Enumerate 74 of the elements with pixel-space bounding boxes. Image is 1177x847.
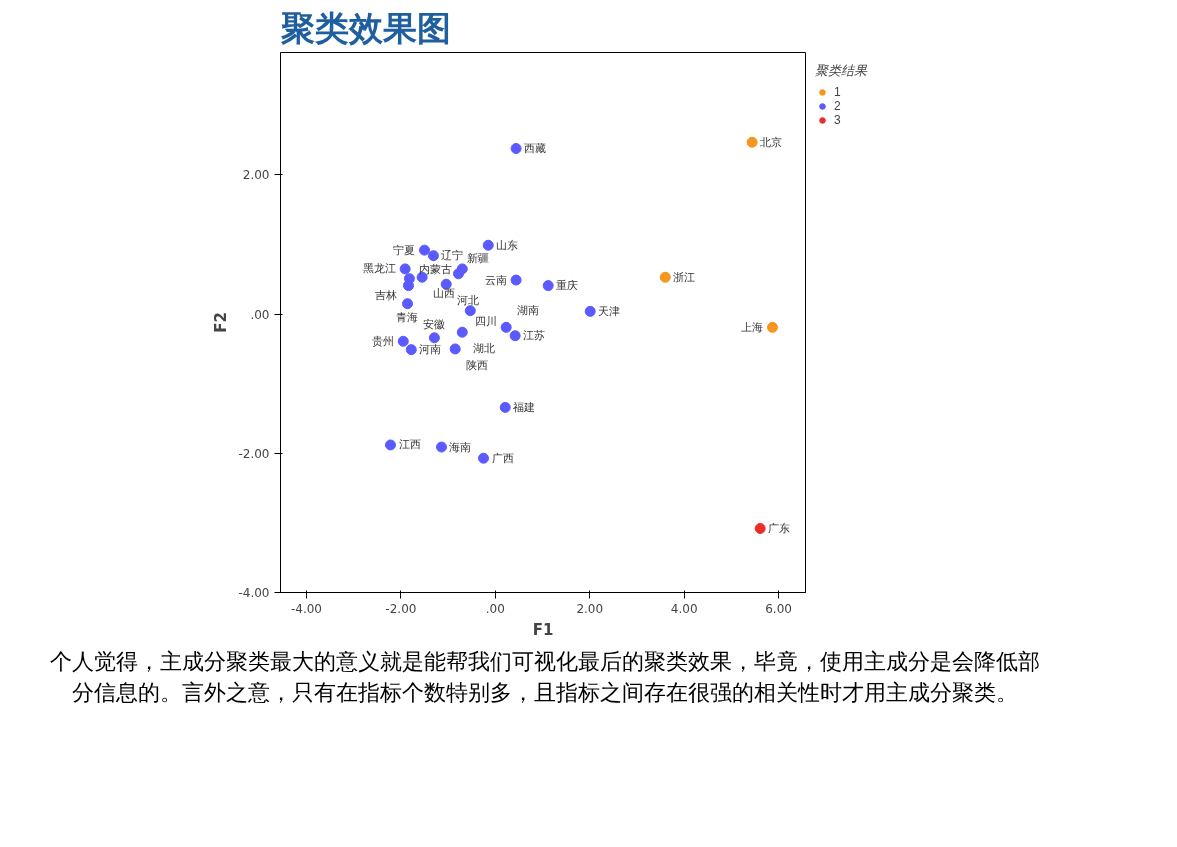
y-tick-label: -2.00 <box>238 446 270 461</box>
annotation: 新疆 <box>467 251 490 265</box>
point <box>766 321 778 333</box>
point <box>449 343 461 355</box>
annotation: 福建 <box>513 400 536 414</box>
point <box>509 330 521 342</box>
annotation: 广东 <box>768 521 791 535</box>
point <box>419 244 430 256</box>
text: 个人觉得，主成分聚类最大的意义就是能帮我们可视化最后的聚类效果，毕竟，使用主成分是会降低部分信息的。言外之意，只有在指标个数特别多，且指标之间存在很强的相关性时才用主成分聚类。 <box>49 648 1041 708</box>
point <box>452 268 464 280</box>
point <box>754 522 766 534</box>
annotation: 贵州 <box>372 334 395 348</box>
legend-title: 聚类结果 <box>815 62 867 80</box>
legend-label: 1 <box>834 85 842 99</box>
annotation: 山东 <box>496 238 519 252</box>
point <box>499 401 511 413</box>
annotation: 西藏 <box>524 142 547 156</box>
annotation: 黑龙江 <box>362 262 396 276</box>
point <box>402 298 413 310</box>
point <box>464 305 476 317</box>
point <box>435 441 447 453</box>
annotation: 辽宁 <box>441 249 464 263</box>
annotation: 宁夏 <box>393 243 416 257</box>
annotation: 北京 <box>760 135 783 149</box>
annotation: 吉林 <box>375 288 398 302</box>
point <box>399 263 411 275</box>
annotation: 广西 <box>491 451 514 465</box>
annotation: 海南 <box>449 440 472 454</box>
point <box>510 143 522 155</box>
point <box>385 439 396 451</box>
point <box>500 321 512 333</box>
annotation: 重庆 <box>556 279 579 293</box>
annotation: 青海 <box>396 310 418 324</box>
annotation: 天津 <box>598 304 621 318</box>
point <box>482 239 494 251</box>
y-tick-label: .00 <box>250 307 270 322</box>
point <box>478 452 490 464</box>
annotation: 四川 <box>475 314 498 328</box>
annotation: 湖北 <box>473 342 496 356</box>
annotation: 安徽 <box>422 317 445 331</box>
annotation: 江苏 <box>523 329 546 343</box>
annotation: 湖南 <box>517 304 540 318</box>
x-tick-label: 4.00 <box>670 601 698 616</box>
annotation: 内蒙古 <box>419 262 453 276</box>
annotation: 河北 <box>457 294 480 308</box>
point <box>456 326 468 338</box>
x-axis-title: F1 <box>532 620 554 639</box>
point <box>510 274 522 286</box>
annotation: 江西 <box>398 438 421 452</box>
point <box>746 136 758 148</box>
chart-title: 聚类效果图 <box>280 7 451 48</box>
annotation: 山西 <box>433 287 456 301</box>
legend-label: 2 <box>834 99 842 113</box>
y-axis-title: F2 <box>212 312 231 333</box>
x-tick-label: -4.00 <box>290 601 322 616</box>
annotation: 云南 <box>485 273 508 287</box>
point <box>659 271 671 283</box>
legend-label: 3 <box>834 113 842 127</box>
x-tick-label: 6.00 <box>765 601 792 616</box>
y-tick-label: 2.00 <box>242 168 270 183</box>
point <box>542 280 554 292</box>
annotation: 陕西 <box>466 358 489 372</box>
x-tick-label: .00 <box>485 601 505 616</box>
point <box>584 305 596 317</box>
annotation: 河南 <box>419 343 442 357</box>
annotation: 浙江 <box>673 270 696 284</box>
y-tick-label: -4.00 <box>238 586 270 600</box>
point <box>427 250 439 262</box>
x-tick-label: -2.00 <box>385 601 417 616</box>
point <box>405 344 417 356</box>
x-tick-label: 2.00 <box>576 601 604 616</box>
annotation: 上海 <box>741 320 764 334</box>
point <box>397 335 409 347</box>
point <box>428 332 440 344</box>
